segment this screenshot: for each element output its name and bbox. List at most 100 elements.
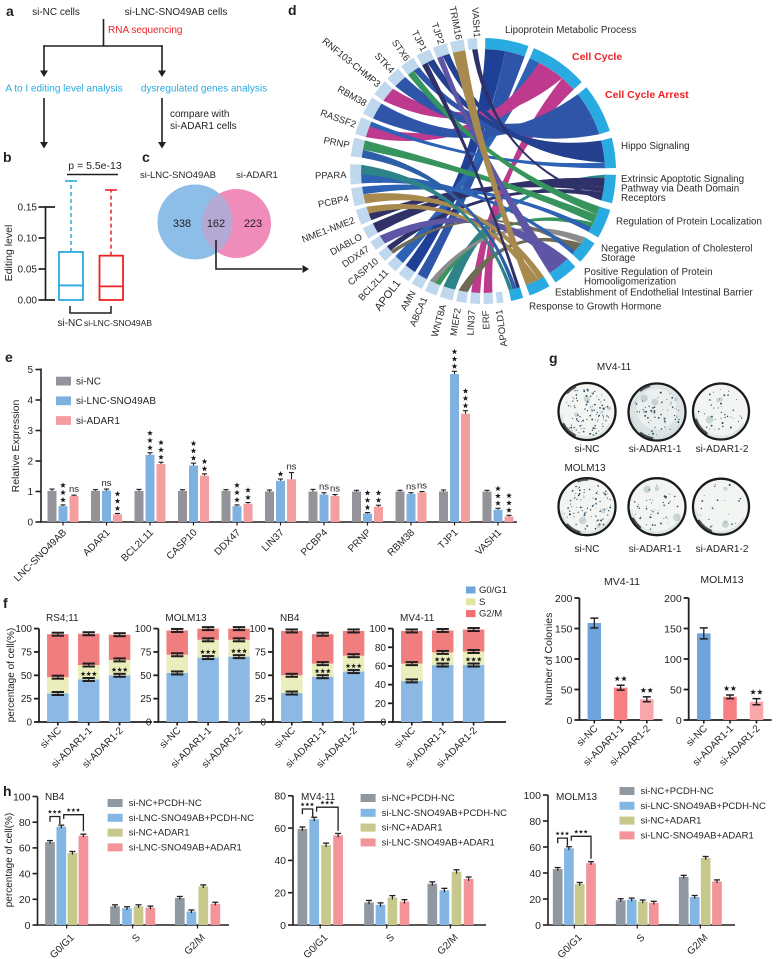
svg-text:20: 20 [274,888,286,900]
svg-text:100: 100 [664,654,682,666]
svg-text:ns: ns [101,478,111,489]
svg-text:VASH1: VASH1 [474,527,505,558]
svg-text:MOLM13: MOLM13 [165,613,207,624]
svg-text:PRNP: PRNP [346,527,374,555]
svg-text:si-LNC-SNO49AB+PCDH-NC: si-LNC-SNO49AB+PCDH-NC [382,808,508,819]
svg-text:MV4-11: MV4-11 [597,362,632,373]
svg-text:MOLM13: MOLM13 [564,463,606,474]
svg-text:4: 4 [27,396,33,407]
svg-text:RASSF2: RASSF2 [319,108,358,131]
svg-text:G0/G1: G0/G1 [479,585,507,596]
svg-text:Extrinsic Apoptotic Signaling: Extrinsic Apoptotic Signaling [621,174,744,185]
svg-text:5: 5 [27,365,33,376]
svg-text:a: a [6,3,14,19]
svg-text:si-LNC-SNO49AB+PCDH-NC: si-LNC-SNO49AB+PCDH-NC [641,801,767,812]
svg-text:percentage of cell(%): percentage of cell(%) [4,813,15,908]
svg-text:60: 60 [19,843,31,855]
svg-text:MOLM13: MOLM13 [556,792,598,803]
svg-text:RS4;11: RS4;11 [46,613,79,624]
svg-text:si-NC: si-NC [392,725,417,750]
svg-text:G0/G1: G0/G1 [302,932,331,959]
svg-text:80: 80 [375,643,387,654]
svg-text:S: S [130,932,143,945]
svg-text:si-ADAR1: si-ADAR1 [236,170,278,181]
svg-text:S: S [635,932,648,945]
svg-text:si-NC: si-NC [58,318,83,329]
svg-text:0: 0 [26,718,32,729]
svg-text:100: 100 [555,654,573,666]
svg-text:MOLM13: MOLM13 [700,574,743,586]
svg-text:Storage: Storage [601,253,636,264]
svg-text:g: g [549,350,558,366]
svg-text:0: 0 [27,518,33,529]
svg-text:ERF: ERF [481,310,493,330]
svg-text:100: 100 [523,790,541,802]
svg-text:si-NC: si-NC [38,725,63,750]
svg-text:MV4-11: MV4-11 [604,576,640,588]
svg-text:25: 25 [255,694,267,705]
svg-text:0.15: 0.15 [18,203,38,214]
svg-text:ns: ns [69,484,79,495]
svg-text:si-ADAR1-1: si-ADAR1-1 [629,544,682,555]
svg-text:ns: ns [286,462,296,473]
svg-text:si-ADAR1 cells: si-ADAR1 cells [170,121,237,132]
svg-text:h: h [3,783,12,799]
svg-text:b: b [3,149,12,165]
svg-text:80: 80 [19,817,31,829]
svg-text:0: 0 [535,920,541,932]
svg-text:0: 0 [380,718,386,729]
svg-text:compare with: compare with [170,109,229,120]
svg-text:150: 150 [555,623,573,635]
svg-text:BCL2L11: BCL2L11 [119,527,156,564]
svg-text:60: 60 [274,823,286,835]
svg-text:ns: ns [406,482,416,493]
svg-text:Pathway via Death Domain: Pathway via Death Domain [621,184,739,195]
svg-text:PCBP4: PCBP4 [299,527,330,558]
svg-text:1: 1 [27,487,33,498]
svg-text:ns: ns [319,482,329,493]
svg-text:NB4: NB4 [280,613,300,624]
svg-text:MV4-11: MV4-11 [400,613,435,624]
svg-text:MV4-11: MV4-11 [301,792,336,803]
svg-text:RNA sequencing: RNA sequencing [108,25,183,36]
svg-text:e: e [5,349,13,365]
svg-text:DDX47: DDX47 [213,527,244,558]
svg-text:3: 3 [27,426,33,437]
svg-text:0: 0 [280,920,286,932]
svg-text:50: 50 [140,671,152,682]
svg-text:75: 75 [21,648,33,659]
svg-text:TJP2: TJP2 [429,21,447,46]
svg-text:200: 200 [555,593,573,605]
svg-text:si-NC: si-NC [76,377,101,388]
svg-text:PCBP4: PCBP4 [317,194,350,211]
svg-text:si-LNC-SNO49AB cells: si-LNC-SNO49AB cells [125,7,228,18]
svg-text:Hippo Signaling: Hippo Signaling [621,141,690,152]
svg-text:80: 80 [274,791,286,803]
svg-text:40: 40 [274,855,286,867]
svg-text:percentage of cell(%): percentage of cell(%) [6,628,17,723]
svg-text:G0/G1: G0/G1 [48,932,77,959]
svg-text:TJP1: TJP1 [436,527,461,552]
svg-text:si-LNC-SNO49AB+ADAR1: si-LNC-SNO49AB+ADAR1 [641,830,754,841]
svg-text:25: 25 [21,694,33,705]
svg-text:0: 0 [676,715,682,727]
svg-text:G2/M: G2/M [436,932,461,957]
svg-text:ns: ns [417,481,427,492]
svg-text:G2/M: G2/M [479,609,502,620]
svg-text:0: 0 [567,715,573,727]
svg-text:si-ADAR1-1: si-ADAR1-1 [629,444,682,455]
svg-text:20: 20 [375,699,387,710]
svg-text:Receptors: Receptors [621,193,666,204]
svg-text:si-NC cells: si-NC cells [32,7,80,18]
svg-text:WNT8A: WNT8A [430,303,450,339]
svg-text:G0/G1: G0/G1 [556,932,585,959]
svg-text:20: 20 [19,894,31,906]
svg-text:0.05: 0.05 [18,265,38,276]
svg-text:si-LNC-SNO49AB: si-LNC-SNO49AB [84,318,152,328]
svg-text:Negative Regulation of Choles: Negative Regulation of Cholesterol [601,244,752,255]
svg-text:0: 0 [260,718,266,729]
svg-text:RBM38: RBM38 [386,527,418,559]
svg-text:dysregulated genes analysis: dysregulated genes analysis [141,84,267,95]
svg-text:si-ADAR1-2: si-ADAR1-2 [696,544,749,555]
svg-text:NB4: NB4 [45,792,65,803]
